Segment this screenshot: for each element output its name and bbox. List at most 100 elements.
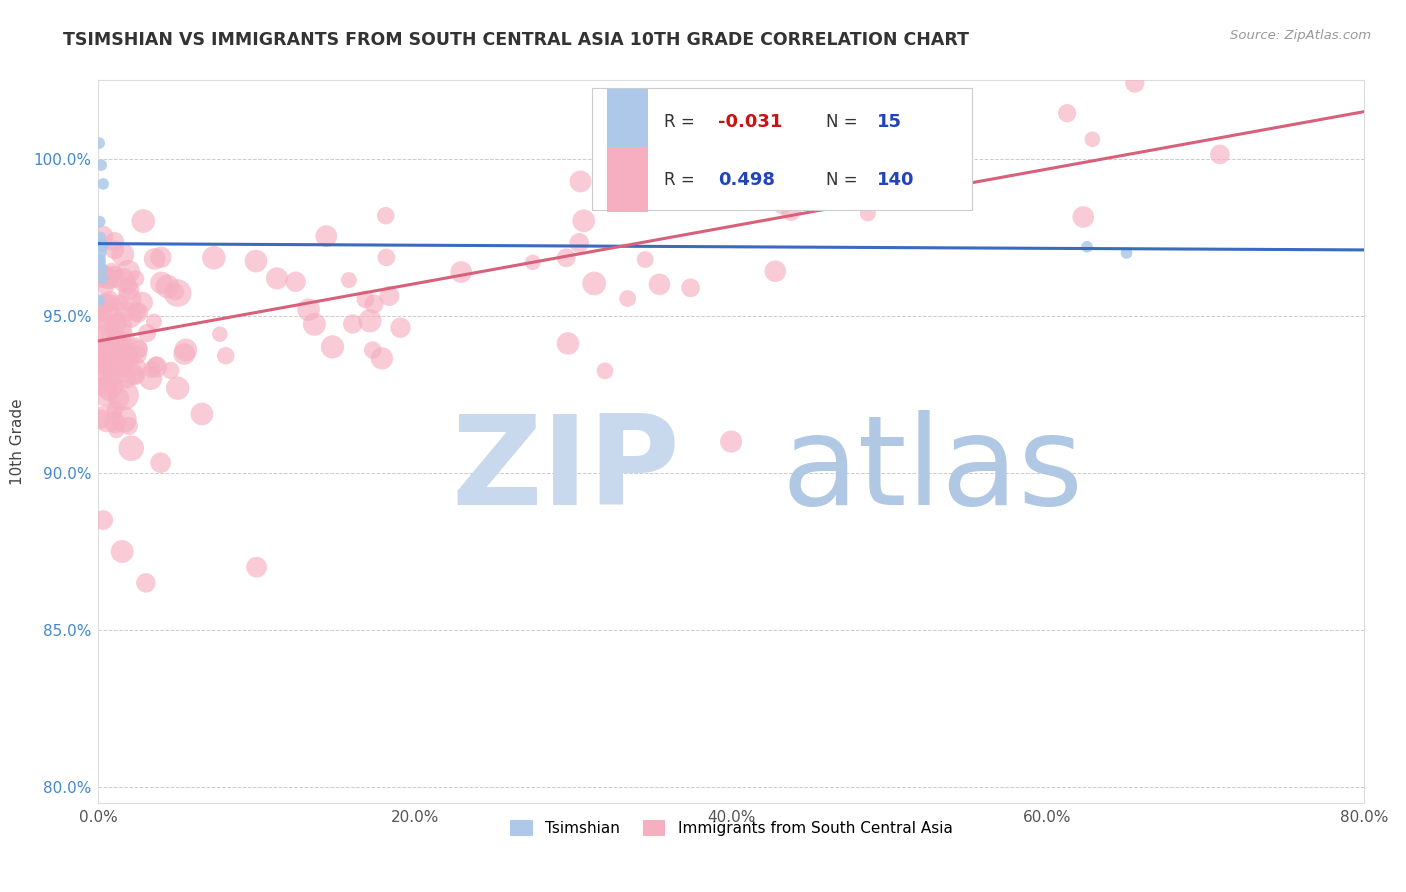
Point	[166, 286, 188, 301]
Point	[94, 280, 117, 294]
Point	[378, 289, 401, 303]
Point	[772, 198, 794, 212]
Point	[124, 368, 146, 383]
Point	[128, 342, 150, 356]
Point	[1123, 76, 1146, 90]
Point	[98, 384, 121, 398]
Point	[87, 348, 110, 362]
Point	[371, 351, 394, 366]
Text: N =: N =	[825, 113, 863, 131]
Point	[720, 434, 742, 449]
Point	[127, 348, 149, 362]
Point	[191, 407, 214, 421]
Point	[156, 279, 179, 293]
Point	[103, 308, 125, 322]
Point	[90, 340, 112, 354]
Point	[583, 277, 606, 291]
Point	[90, 261, 112, 276]
Point	[111, 348, 134, 362]
Bar	[607, 147, 648, 212]
Text: -0.031: -0.031	[718, 113, 783, 131]
Point	[120, 310, 142, 325]
Point	[593, 364, 616, 378]
Point	[91, 229, 114, 244]
Point	[93, 351, 115, 366]
Point	[1081, 132, 1104, 146]
Point	[90, 379, 112, 393]
Point	[101, 266, 124, 280]
Point	[1056, 106, 1078, 120]
Point	[104, 402, 127, 417]
Point	[112, 388, 135, 402]
Point	[266, 271, 288, 285]
Point	[93, 353, 115, 368]
Point	[354, 293, 377, 307]
Point	[94, 296, 117, 310]
Point	[96, 411, 118, 425]
Point	[202, 251, 225, 265]
Point	[91, 267, 114, 281]
Point	[159, 363, 181, 377]
Point	[1209, 147, 1232, 161]
Point	[522, 255, 544, 269]
Point	[856, 206, 879, 220]
Point	[149, 456, 172, 470]
Point	[145, 358, 167, 372]
Point	[111, 247, 134, 261]
Text: R =: R =	[664, 170, 700, 188]
Point	[361, 343, 384, 357]
Point	[634, 252, 657, 267]
Point	[304, 318, 326, 332]
Point	[93, 365, 115, 379]
Point	[103, 270, 125, 285]
Point	[104, 368, 127, 382]
Point	[90, 341, 112, 355]
Bar	[607, 89, 648, 154]
Point	[127, 305, 149, 319]
Point	[763, 264, 786, 278]
Point	[173, 347, 195, 361]
Point	[557, 336, 579, 351]
Point	[315, 229, 337, 244]
Point	[96, 361, 118, 376]
Point	[125, 359, 148, 374]
Point	[91, 240, 114, 254]
Point	[150, 276, 173, 290]
Point	[174, 343, 197, 357]
Point	[450, 265, 472, 279]
FancyBboxPatch shape	[592, 87, 972, 211]
Point	[118, 419, 141, 434]
Point	[1076, 240, 1098, 254]
Point	[89, 255, 111, 269]
Point	[91, 513, 114, 527]
Point	[107, 319, 129, 334]
Point	[112, 273, 135, 287]
Point	[143, 252, 166, 266]
Point	[120, 442, 142, 456]
Point	[125, 271, 148, 285]
Point	[101, 343, 124, 358]
Point	[146, 359, 169, 374]
Point	[91, 271, 114, 285]
Point	[90, 412, 112, 426]
Point	[104, 243, 127, 257]
Point	[91, 177, 114, 191]
Point	[105, 424, 128, 438]
Point	[96, 376, 118, 390]
Point	[359, 314, 381, 328]
Point	[90, 236, 112, 251]
Point	[284, 275, 307, 289]
Point	[87, 353, 110, 368]
Point	[112, 412, 135, 426]
Point	[98, 295, 121, 310]
Point	[893, 141, 915, 155]
Point	[103, 235, 125, 249]
Point	[90, 246, 112, 260]
Point	[1115, 246, 1137, 260]
Point	[98, 294, 121, 309]
Point	[141, 362, 163, 376]
Point	[118, 283, 141, 297]
Point	[149, 250, 172, 264]
Point	[100, 372, 122, 386]
Text: R =: R =	[664, 113, 700, 131]
